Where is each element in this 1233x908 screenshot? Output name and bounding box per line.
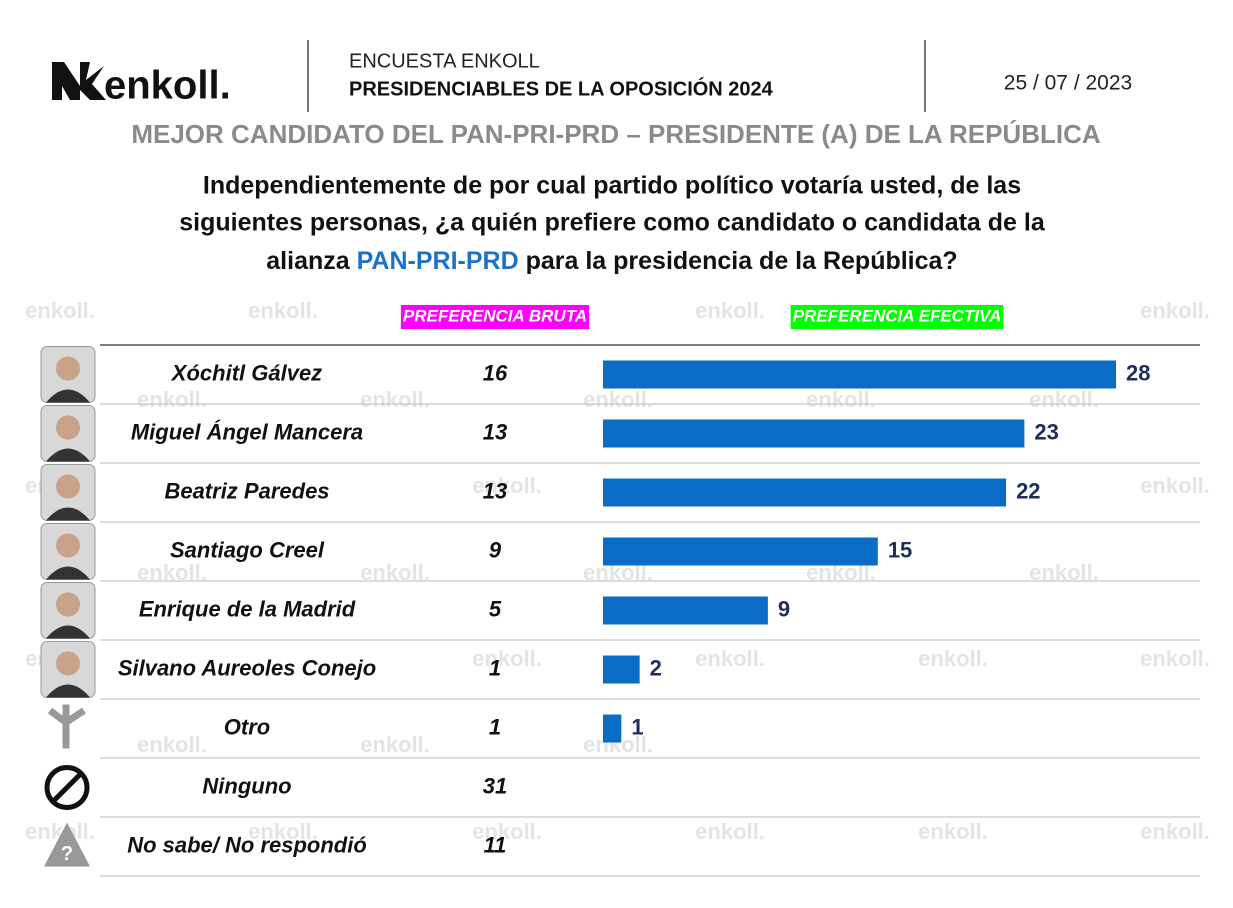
photo-face	[56, 415, 80, 440]
value-label: 15	[888, 537, 912, 562]
value-label: 1	[631, 714, 643, 739]
bar	[603, 655, 640, 684]
bar	[603, 714, 622, 743]
watermark: enkoll.	[1140, 473, 1210, 498]
category-label: No sabe/ No respondió	[127, 832, 367, 857]
category-label: Silvano Aureoles Conejo	[118, 655, 376, 680]
value-label: 9	[778, 596, 790, 621]
series-label-bg	[400, 305, 590, 329]
icon-ninguno	[44, 765, 90, 810]
series-label: PREFERENCIA BRUTA	[403, 306, 587, 325]
value-label: 28	[1126, 360, 1150, 385]
watermark: enkoll.	[25, 298, 95, 323]
icon-nosabe	[44, 822, 90, 867]
chart: PREFERENCIA BRUTA PREFERENCIA EFECTIVA Xóc…	[40, 305, 1200, 877]
watermark: enkoll.	[472, 819, 542, 844]
bruta-value: 1	[489, 655, 501, 680]
series-label: PREFERENCIA EFECTIVA	[793, 306, 1002, 325]
bruta-value: 13	[483, 419, 507, 444]
photo-body	[46, 566, 90, 580]
value-label: 23	[1034, 419, 1058, 444]
photo-face	[56, 474, 80, 499]
bar	[603, 596, 768, 625]
bruta-value: 31	[483, 773, 507, 798]
series-label-bg	[790, 305, 1004, 329]
photo-face	[56, 651, 80, 676]
photo-body	[46, 389, 90, 403]
watermark: enkoll.	[695, 819, 765, 844]
photo-body	[46, 625, 90, 639]
bar	[603, 360, 1116, 389]
category-label: Santiago Creel	[170, 537, 325, 562]
question: alianza PAN-PRI-PRD para la presidencia …	[266, 247, 957, 275]
bruta-value: 13	[483, 478, 507, 503]
category-label: Otro	[224, 714, 270, 739]
bruta-value: 1	[489, 714, 501, 739]
watermark: enkoll.	[1140, 298, 1210, 323]
category-label: Enrique de la Madrid	[139, 596, 356, 621]
logo-mark	[52, 62, 106, 100]
question: alianza	[266, 247, 356, 275]
bruta-value: 5	[489, 596, 502, 621]
category-label: Xóchitl Gálvez	[170, 360, 322, 385]
category-label: Beatriz Paredes	[164, 478, 329, 503]
icon-ninguno	[51, 771, 83, 804]
photo-face	[56, 533, 80, 558]
watermark: enkoll.	[472, 646, 542, 671]
question-highlight: PAN-PRI-PRD	[357, 247, 519, 275]
watermark: enkoll.	[1140, 646, 1210, 671]
question: para la presidencia de la República?	[519, 247, 958, 275]
date: 25 / 07 / 2023	[1004, 72, 1132, 95]
chart-title: MEJOR CANDIDATO DEL PAN-PRI-PRD – PRESID…	[131, 119, 1101, 149]
bar	[603, 419, 1025, 448]
watermark: enkoll.	[918, 646, 988, 671]
photo-face	[56, 592, 80, 617]
watermark: enkoll.	[137, 387, 207, 412]
logo-text: enkoll.	[104, 64, 231, 108]
bar	[603, 537, 878, 566]
bruta-value: 11	[484, 832, 507, 857]
question: siguientes personas, ¿a quién prefiere c…	[179, 209, 1046, 237]
question: Independientemente de por cual partido p…	[203, 172, 1021, 200]
watermark: enkoll.	[1029, 387, 1099, 412]
survey-title: PRESIDENCIABLES DE LA OPOSICIÓN 2024	[349, 76, 774, 100]
watermark: enkoll.	[472, 473, 542, 498]
photo-body	[46, 684, 90, 698]
watermark: enkoll.	[360, 387, 430, 412]
watermark: enkoll.	[806, 387, 876, 412]
watermark: enkoll.	[1140, 819, 1210, 844]
category-label: Ninguno	[202, 773, 291, 798]
watermark: enkoll.	[137, 732, 207, 757]
photo-body	[46, 507, 90, 521]
photo-face	[56, 356, 80, 381]
watermarks: enkoll. enkoll. enkoll. enkoll. enkoll. enkol…	[25, 298, 1210, 844]
value-label: 2	[650, 655, 662, 680]
survey-name: ENCUESTA ENKOLL	[349, 50, 540, 72]
watermark: enkoll.	[918, 819, 988, 844]
bar	[603, 478, 1007, 507]
watermark: enkoll.	[695, 298, 765, 323]
watermark: enkoll.	[248, 298, 318, 323]
icon-otro	[47, 704, 86, 749]
bruta-value: 16	[483, 360, 508, 385]
value-label: 22	[1016, 478, 1040, 503]
watermark: enkoll.	[248, 819, 318, 844]
bruta-value: 9	[489, 537, 502, 562]
photo-body	[46, 448, 90, 462]
watermark: enkoll.	[695, 646, 765, 671]
icon-nosabe: ?	[61, 843, 73, 865]
watermark: enkoll.	[583, 387, 653, 412]
watermark: enkoll.	[360, 732, 430, 757]
category-label: Miguel Ángel Mancera	[131, 419, 363, 444]
